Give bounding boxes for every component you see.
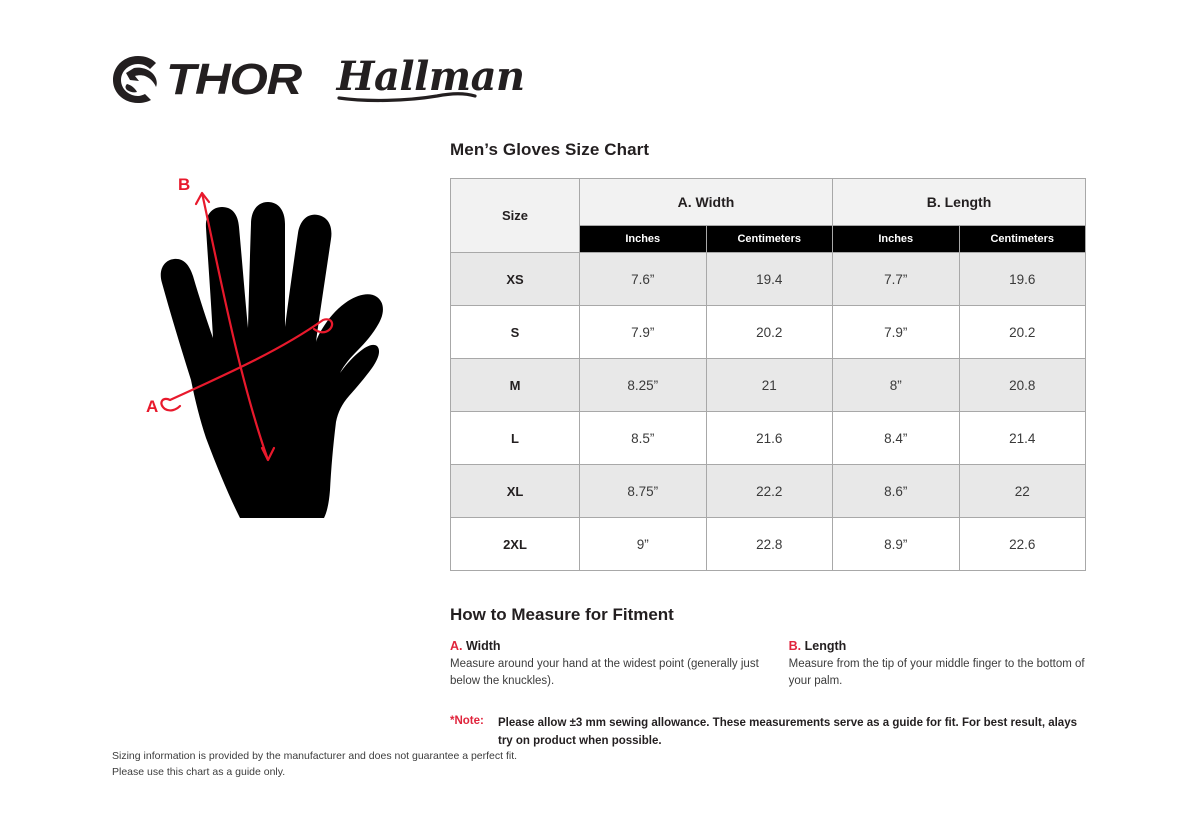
measure-item-length-letter: B. (788, 639, 802, 653)
cell-width-inches: 8.25” (579, 358, 707, 412)
cell-length-inches: 8.9” (832, 517, 960, 571)
cell-width-inches: 9” (579, 517, 707, 571)
main-content: Men’s Gloves Size Chart Size A. Width B.… (450, 140, 1086, 750)
measure-item-length-heading: B. Length (789, 639, 1086, 653)
table-row: XL 8.75” 22.2 8.6” 22 (450, 464, 1086, 518)
cell-width-centimeters: 22.8 (705, 517, 833, 571)
thor-wordmark: THOR (166, 55, 302, 104)
measure-item-width: A. Width Measure around your hand at the… (450, 639, 789, 689)
brand-logo-bar: THOR Hallman (112, 52, 525, 108)
column-header-length-inches: Inches (832, 225, 960, 253)
cell-width-inches: 8.5” (579, 411, 707, 465)
table-body: XS 7.6” 19.4 7.7” 19.6 S 7.9” 20.2 7.9” … (450, 252, 1086, 571)
diagram-label-b: B (178, 175, 190, 194)
cell-width-inches: 7.9” (579, 305, 707, 359)
table-header: Size A. Width B. Length Inches Centimete… (450, 178, 1086, 253)
measure-item-width-description: Measure around your hand at the widest p… (450, 658, 759, 687)
cell-length-centimeters: 22.6 (958, 517, 1086, 571)
cell-size: 2XL (450, 517, 580, 571)
measure-item-length-description: Measure from the tip of your middle fing… (788, 658, 1085, 687)
cell-length-inches: 8.6” (832, 464, 960, 518)
size-chart-table: Size A. Width B. Length Inches Centimete… (450, 178, 1086, 571)
cell-width-centimeters: 22.2 (705, 464, 833, 518)
table-row: S 7.9” 20.2 7.9” 20.2 (450, 305, 1086, 359)
table-row: 2XL 9” 22.8 8.9” 22.6 (450, 517, 1086, 571)
footer-disclaimer: Sizing information is provided by the ma… (112, 748, 517, 781)
column-header-width-centimeters: Centimeters (705, 225, 833, 253)
cell-length-inches: 7.7” (832, 252, 960, 306)
cell-width-centimeters: 19.4 (705, 252, 833, 306)
hand-measurement-diagram: B A (118, 160, 428, 550)
footer-line-2: Please use this chart as a guide only. (112, 766, 286, 779)
column-group-width: A. Width (579, 178, 833, 226)
cell-length-centimeters: 22 (958, 464, 1086, 518)
width-arrow-icon (160, 318, 334, 412)
page-title: Men’s Gloves Size Chart (450, 140, 650, 159)
cell-width-centimeters: 21 (705, 358, 833, 412)
note-label: *Note: (450, 715, 484, 728)
column-group-length: B. Length (832, 178, 1086, 226)
how-to-measure-title: How to Measure for Fitment (450, 605, 674, 624)
column-header-size: Size (450, 178, 580, 253)
cell-width-centimeters: 20.2 (705, 305, 833, 359)
column-header-width-inches: Inches (579, 225, 707, 253)
cell-length-inches: 8” (832, 358, 960, 412)
table-row: XS 7.6” 19.4 7.7” 19.6 (450, 252, 1086, 306)
cell-size: XL (450, 464, 580, 518)
table-row: L 8.5” 21.6 8.4” 21.4 (450, 411, 1086, 465)
measure-item-length-name: Length (801, 639, 847, 653)
hand-silhouette-icon (160, 202, 383, 518)
cell-width-inches: 8.75” (579, 464, 707, 518)
hallman-logo: Hallman (337, 57, 525, 103)
measure-item-length: B. Length Measure from the tip of your m… (789, 639, 1086, 689)
note-block: *Note: Please allow ±3 mm sewing allowan… (450, 715, 1086, 750)
cell-length-centimeters: 21.4 (958, 411, 1086, 465)
cell-size: L (450, 411, 580, 465)
table-row: M 8.25” 21 8” 20.8 (450, 358, 1086, 412)
cell-length-centimeters: 20.2 (958, 305, 1086, 359)
cell-size: XS (450, 252, 580, 306)
thor-logo: THOR (112, 55, 302, 105)
cell-width-centimeters: 21.6 (705, 411, 833, 465)
diagram-label-a: A (146, 397, 158, 416)
cell-length-centimeters: 19.6 (958, 252, 1086, 306)
hallman-swash-icon (337, 92, 477, 103)
measure-item-width-name: Width (462, 639, 501, 653)
cell-length-centimeters: 20.8 (958, 358, 1086, 412)
footer-line-1: Sizing information is provided by the ma… (112, 750, 518, 762)
length-arrow-icon (194, 191, 276, 462)
cell-length-inches: 7.9” (832, 305, 960, 359)
measure-item-width-heading: A. Width (450, 639, 771, 653)
cell-width-inches: 7.6” (579, 252, 707, 306)
how-to-measure-section: How to Measure for Fitment A. Width Meas… (450, 605, 1086, 689)
hallman-wordmark: Hallman (336, 53, 525, 100)
cell-size: S (450, 305, 580, 359)
cell-size: M (450, 358, 580, 412)
column-header-length-centimeters: Centimeters (958, 225, 1086, 253)
note-text: Please allow ±3 mm sewing allowance. The… (498, 717, 1077, 747)
measure-item-width-letter: A. (450, 639, 463, 653)
thor-helmet-icon (113, 56, 157, 103)
cell-length-inches: 8.4” (832, 411, 960, 465)
